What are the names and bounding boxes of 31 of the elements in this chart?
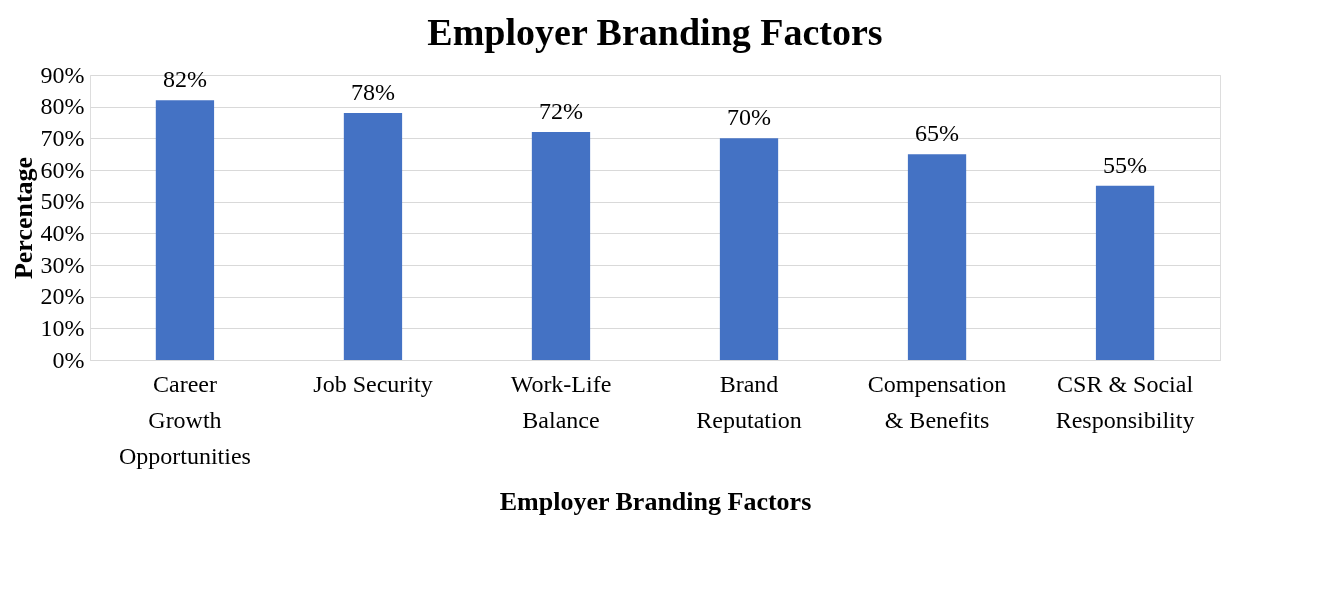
y-tick-label: 20%: [40, 283, 85, 310]
data-label: 65%: [915, 120, 960, 147]
bar: [1095, 185, 1155, 360]
x-tick-label: Compensation & Benefits: [867, 370, 1007, 433]
bar: [719, 138, 779, 360]
x-tick-label: CSR & Social Responsibility: [1055, 370, 1195, 433]
y-tick-label: 50%: [40, 188, 85, 215]
y-tick-label: 30%: [40, 251, 85, 278]
bar: [155, 100, 215, 360]
y-tick-label: 60%: [40, 156, 85, 183]
x-tick-label: Work-Life Balance: [510, 370, 612, 433]
y-tick-label: 90%: [40, 61, 85, 88]
y-tick-label: 80%: [40, 93, 85, 120]
data-label: 72%: [538, 98, 583, 124]
x-tick-label: Job Security: [313, 370, 433, 397]
x-tick-label: Brand Reputation: [696, 370, 802, 433]
y-axis-title: Percentage: [8, 156, 38, 280]
x-axis-title: Employer Branding Factors: [499, 486, 812, 516]
data-label: 55%: [1103, 151, 1148, 178]
bar: [343, 113, 403, 360]
y-tick-label: 70%: [40, 124, 85, 151]
x-tick-label: Career Growth Opportunities: [118, 370, 251, 469]
y-tick-label: 40%: [40, 219, 85, 246]
data-label: 70%: [727, 104, 772, 131]
chart-title: Employer Branding Factors: [427, 11, 883, 53]
y-tick-label: 0%: [52, 346, 85, 373]
bar: [531, 132, 591, 360]
data-label: 78%: [350, 79, 395, 105]
bar: [907, 154, 967, 360]
y-tick-label: 10%: [40, 314, 85, 341]
data-label: 82%: [162, 66, 207, 93]
